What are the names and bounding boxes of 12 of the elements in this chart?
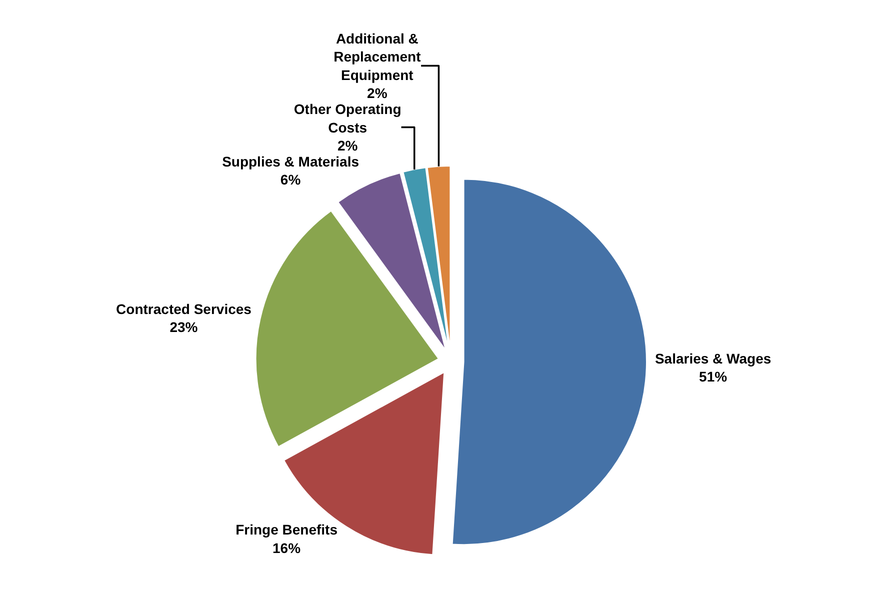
slice-label: Additional & Replacement Equipment (334, 30, 422, 83)
data-label: 6% (280, 172, 302, 188)
slice-label: Contracted Services (116, 300, 252, 317)
data-label: 2% (367, 85, 388, 102)
slice-label: Salaries & Wages (654, 350, 772, 367)
slice-label: Supplies & Materials (222, 154, 360, 170)
data-label: 23% (170, 319, 198, 336)
data-label: 16% (272, 540, 302, 556)
slice-label: Fringe Benefits (236, 522, 338, 538)
data-label: 2% (337, 138, 358, 154)
data-label: 51% (699, 368, 728, 385)
slice-label: Other Operating Costs (294, 101, 402, 136)
